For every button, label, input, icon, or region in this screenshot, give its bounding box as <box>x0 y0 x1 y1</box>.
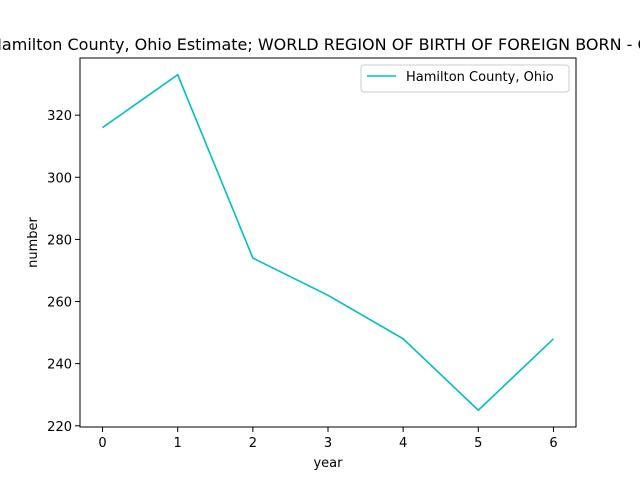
y-tick-label: 320 <box>47 109 72 124</box>
y-tick-label: 240 <box>47 358 72 373</box>
x-tick-label: 0 <box>98 436 106 451</box>
y-tick-label: 280 <box>47 233 72 248</box>
y-axis: 220 240 260 280 300 320 <box>47 109 80 435</box>
x-tick-label: 3 <box>324 436 332 451</box>
x-axis-label: year <box>313 456 343 471</box>
x-tick-label: 5 <box>474 436 482 451</box>
x-tick-label: 1 <box>174 436 182 451</box>
y-tick-label: 220 <box>47 420 72 435</box>
series-line-hamilton-county <box>102 73 555 412</box>
y-axis-label: number <box>26 216 41 267</box>
x-tick-label: 4 <box>399 436 407 451</box>
plot-area-frame <box>79 57 577 428</box>
legend-box <box>360 64 570 93</box>
x-tick-label: 2 <box>249 436 257 451</box>
y-tick-label: 300 <box>47 171 72 186</box>
x-axis: 0 1 2 3 4 5 6 <box>98 427 558 451</box>
legend: Hamilton County, Ohio <box>360 64 570 93</box>
chart-title: Hamilton County, Ohio Estimate; WORLD RE… <box>0 35 640 54</box>
x-tick-label: 6 <box>549 436 557 451</box>
y-tick-label: 260 <box>47 296 72 311</box>
legend-entry-hamilton-county: Hamilton County, Ohio <box>406 70 554 85</box>
